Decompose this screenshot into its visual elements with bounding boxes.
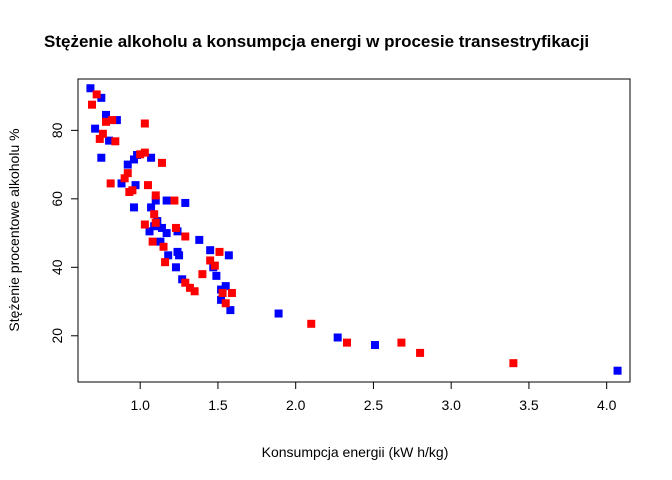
data-point <box>147 203 156 212</box>
x-tick-label: 3.5 <box>519 397 539 413</box>
data-point <box>91 124 100 133</box>
data-point <box>95 134 104 143</box>
data-point <box>151 196 160 205</box>
data-point <box>97 93 106 102</box>
x-axis-label: Konsumpcja energii (kW h/kg) <box>262 444 449 460</box>
x-tick-label: 2.5 <box>364 397 384 413</box>
data-point <box>111 137 120 146</box>
y-tick-label: 20 <box>49 328 65 344</box>
data-point <box>143 181 152 190</box>
data-point <box>97 153 106 162</box>
data-point <box>274 309 283 318</box>
data-point <box>206 256 215 265</box>
data-point <box>123 160 132 169</box>
data-point <box>333 333 342 342</box>
data-point <box>161 258 170 267</box>
data-point <box>128 186 137 195</box>
data-point <box>101 110 110 119</box>
data-point <box>106 179 115 188</box>
data-point <box>227 288 236 297</box>
data-point <box>226 306 235 315</box>
data-point <box>190 287 199 296</box>
data-point <box>162 229 171 238</box>
data-point <box>120 174 129 183</box>
data-point <box>129 155 138 164</box>
chart-title: Stężenie alkoholu a konsumpcja energi w … <box>44 32 589 51</box>
data-point <box>175 251 184 260</box>
data-point <box>86 84 95 93</box>
x-tick-label: 4.0 <box>597 397 617 413</box>
y-tick-label: 40 <box>49 259 65 275</box>
y-axis: 20 40 60 80 <box>49 122 79 344</box>
y-tick-label: 60 <box>49 191 65 207</box>
data-point <box>147 153 156 162</box>
x-axis: 1.0 1.5 2.0 2.5 3.0 3.5 4.0 <box>130 381 617 413</box>
data-point <box>108 116 117 125</box>
data-point <box>159 242 168 251</box>
data-point <box>140 119 149 128</box>
data-point <box>221 299 230 308</box>
data-point <box>181 232 190 241</box>
data-point <box>157 223 166 232</box>
data-point <box>150 210 159 219</box>
data-point <box>148 237 157 246</box>
x-tick-label: 1.5 <box>208 397 228 413</box>
data-point <box>224 251 233 260</box>
data-point <box>195 235 204 244</box>
data-point <box>217 295 226 304</box>
data-point <box>156 237 165 246</box>
data-point <box>136 150 145 159</box>
data-point <box>171 223 180 232</box>
data-point <box>92 90 101 99</box>
data-point <box>198 270 207 279</box>
data-point <box>307 319 316 328</box>
data-point <box>206 246 215 255</box>
data-point <box>215 247 224 256</box>
data-point <box>140 148 149 157</box>
data-point <box>613 366 622 375</box>
data-point <box>181 278 190 287</box>
x-tick-label: 3.0 <box>441 397 461 413</box>
data-point <box>98 129 107 138</box>
data-point <box>170 196 179 205</box>
data-point <box>185 283 194 292</box>
data-point <box>140 220 149 229</box>
data-point <box>129 203 138 212</box>
data-point <box>212 271 221 280</box>
data-points <box>86 84 622 375</box>
y-axis-label: Stężenie procentowe alkoholu % <box>6 128 22 331</box>
data-point <box>164 251 173 260</box>
data-point <box>343 338 352 347</box>
data-point <box>218 288 227 297</box>
data-point <box>151 191 160 200</box>
data-point <box>145 227 154 236</box>
data-point <box>101 117 110 126</box>
data-point <box>131 181 140 190</box>
data-point <box>157 158 166 167</box>
data-point <box>416 348 425 357</box>
data-point <box>151 218 160 227</box>
data-point <box>370 341 379 350</box>
data-point <box>123 169 132 178</box>
data-point <box>117 179 126 188</box>
data-point <box>210 261 219 270</box>
data-point <box>171 263 180 272</box>
data-point <box>397 338 406 347</box>
x-tick-label: 2.0 <box>286 397 306 413</box>
data-point <box>181 198 190 207</box>
x-tick-label: 1.0 <box>130 397 150 413</box>
data-point <box>221 282 230 291</box>
data-point <box>509 359 518 368</box>
data-point <box>112 116 121 125</box>
y-tick-label: 80 <box>49 122 65 138</box>
data-point <box>105 136 114 145</box>
data-point <box>162 196 171 205</box>
data-point <box>87 100 96 109</box>
